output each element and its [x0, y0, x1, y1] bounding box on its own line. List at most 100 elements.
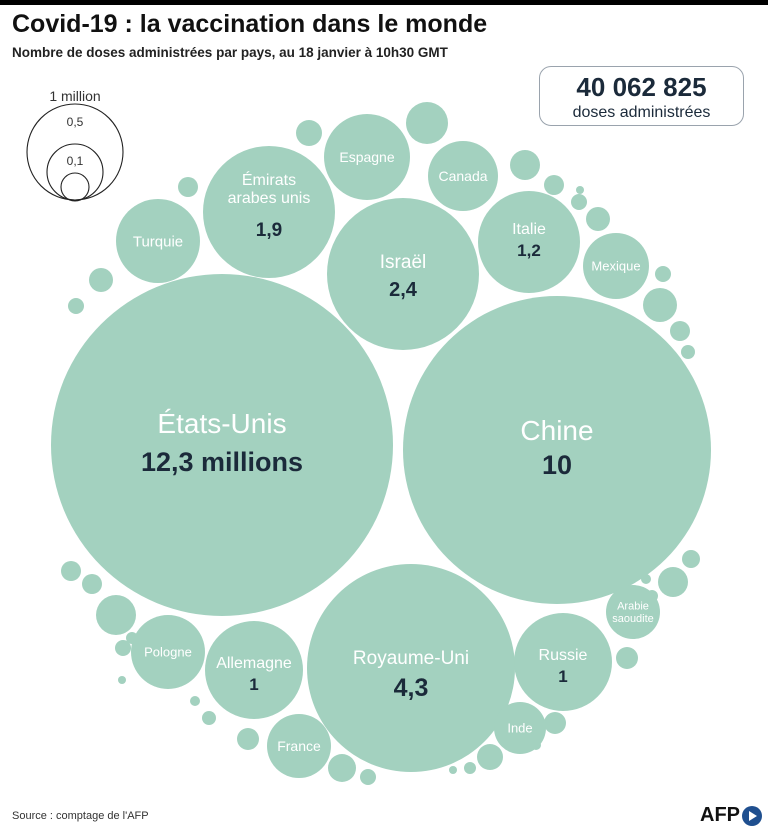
bubble-group-canada: Canada [428, 141, 498, 211]
bubble-espagne [324, 114, 410, 200]
small-country-bubble [190, 696, 200, 706]
small-country-bubble [360, 769, 376, 785]
country-value-emirats-arabes-unis: 1,9 [256, 220, 282, 241]
bubble-group-russie: Russie 1 [514, 613, 612, 711]
bubble-allemagne [205, 621, 303, 719]
legend-label-1-million: 1 million [49, 88, 100, 104]
legend-circle-0-1 [60, 172, 90, 202]
small-country-bubble [464, 762, 476, 774]
small-country-bubble [96, 595, 136, 635]
bubble-etats-unis [51, 274, 393, 616]
bubble-france [267, 714, 331, 778]
bubble-turquie [116, 199, 200, 283]
small-country-bubble [68, 298, 84, 314]
afp-logo: AFP [700, 804, 762, 827]
small-country-bubbles [61, 102, 700, 785]
small-country-bubble [115, 640, 131, 656]
bubble-israel [327, 198, 479, 350]
small-country-bubble [658, 567, 688, 597]
small-country-bubble [202, 711, 216, 725]
small-country-bubble [61, 561, 81, 581]
small-country-bubble [681, 345, 695, 359]
country-name-pologne: Pologne [144, 645, 192, 660]
small-country-bubble [82, 574, 102, 594]
country-name-inde: Inde [507, 721, 532, 736]
bubble-group-inde: Inde [494, 702, 546, 754]
small-country-bubble [643, 288, 677, 322]
country-name-emirats-arabes-unis: Émirats arabes unis [228, 170, 311, 207]
afp-logo-text: AFP [700, 804, 740, 826]
country-value-chine: 10 [542, 450, 572, 480]
country-name-royaume-uni: Royaume-Uni [353, 648, 469, 669]
small-country-bubble [237, 728, 259, 750]
bubble-italie [478, 191, 580, 293]
small-country-bubble [449, 766, 457, 774]
bubble-group-france: France [267, 714, 331, 778]
bubble-group-pologne: Pologne [131, 615, 205, 689]
bubble-mexique [583, 233, 649, 299]
country-name-france: France [277, 738, 321, 754]
bubble-group-etats-unis: États-Unis 12,3 millions [51, 274, 393, 616]
bubble-group-emirats-arabes-unis: Émirats arabes unis 1,9 [203, 146, 335, 278]
country-name-turquie: Turquie [133, 233, 183, 250]
country-name-allemagne: Allemagne [216, 655, 292, 672]
small-country-bubble [571, 194, 587, 210]
small-country-bubble [576, 186, 584, 194]
country-name-russie: Russie [539, 647, 588, 664]
chart-title: Covid-19 : la vaccination dans le monde [12, 10, 488, 38]
country-value-israel: 2,4 [389, 279, 418, 301]
bubble-group-italie: Italie 1,2 [478, 191, 580, 293]
small-country-bubble [544, 175, 564, 195]
total-doses-box: 40 062 825 doses administrées [539, 66, 744, 126]
bubble-inde [494, 702, 546, 754]
bubble-russie [514, 613, 612, 711]
small-country-bubble [670, 321, 690, 341]
small-country-bubble [510, 150, 540, 180]
country-name-mexique: Mexique [591, 259, 640, 274]
small-country-bubble [406, 102, 448, 144]
small-country-bubble [328, 754, 356, 782]
small-country-bubble [89, 268, 113, 292]
bubble-pologne [131, 615, 205, 689]
bubble-group-royaume-uni: Royaume-Uni 4,3 [307, 564, 515, 772]
total-doses-value: 40 062 825 [576, 72, 707, 102]
bubble-chine [403, 296, 711, 604]
bubble-emirats-arabes-unis [203, 146, 335, 278]
country-value-etats-unis: 12,3 millions [141, 447, 303, 477]
country-value-allemagne: 1 [249, 675, 258, 694]
country-name-etats-unis: États-Unis [157, 408, 286, 439]
small-country-bubble [118, 676, 126, 684]
bubble-canada [428, 141, 498, 211]
bubble-group-allemagne: Allemagne 1 [205, 621, 303, 719]
bubble-group-espagne: Espagne [324, 114, 410, 200]
small-country-bubble [544, 712, 566, 734]
country-name-canada: Canada [438, 168, 487, 184]
top-rule [0, 0, 768, 5]
small-country-bubble [178, 177, 198, 197]
size-legend: 1 million 0,5 0,1 [26, 88, 124, 202]
country-bubbles: États-Unis 12,3 millions Chine 10 Royaume-Un… [51, 114, 711, 778]
source-note: Source : comptage de l'AFP [12, 810, 149, 822]
country-name-chine: Chine [520, 415, 593, 446]
small-country-bubble [296, 120, 322, 146]
legend-label-0-5: 0,5 [67, 115, 84, 129]
afp-logo-icon [742, 805, 762, 826]
country-value-italie: 1,2 [517, 241, 541, 260]
bubble-group-mexique: Mexique [583, 233, 649, 299]
small-country-bubble [477, 744, 503, 770]
country-name-italie: Italie [512, 221, 546, 238]
country-value-royaume-uni: 4,3 [394, 674, 429, 702]
country-name-israel: Israël [380, 252, 426, 273]
bubble-group-turquie: Turquie [116, 199, 200, 283]
small-country-bubble [682, 550, 700, 568]
chart-subtitle: Nombre de doses administrées par pays, a… [12, 45, 448, 60]
bubble-group-arabie-saoudite: Arabie saoudite [606, 585, 660, 639]
bubble-arabie-saoudite [606, 585, 660, 639]
small-country-bubble [655, 266, 671, 282]
country-name-espagne: Espagne [339, 149, 394, 165]
total-doses-label: doses administrées [572, 104, 711, 121]
bubble-royaume-uni [307, 564, 515, 772]
bubble-group-chine: Chine 10 [403, 296, 711, 604]
small-country-bubble [586, 207, 610, 231]
